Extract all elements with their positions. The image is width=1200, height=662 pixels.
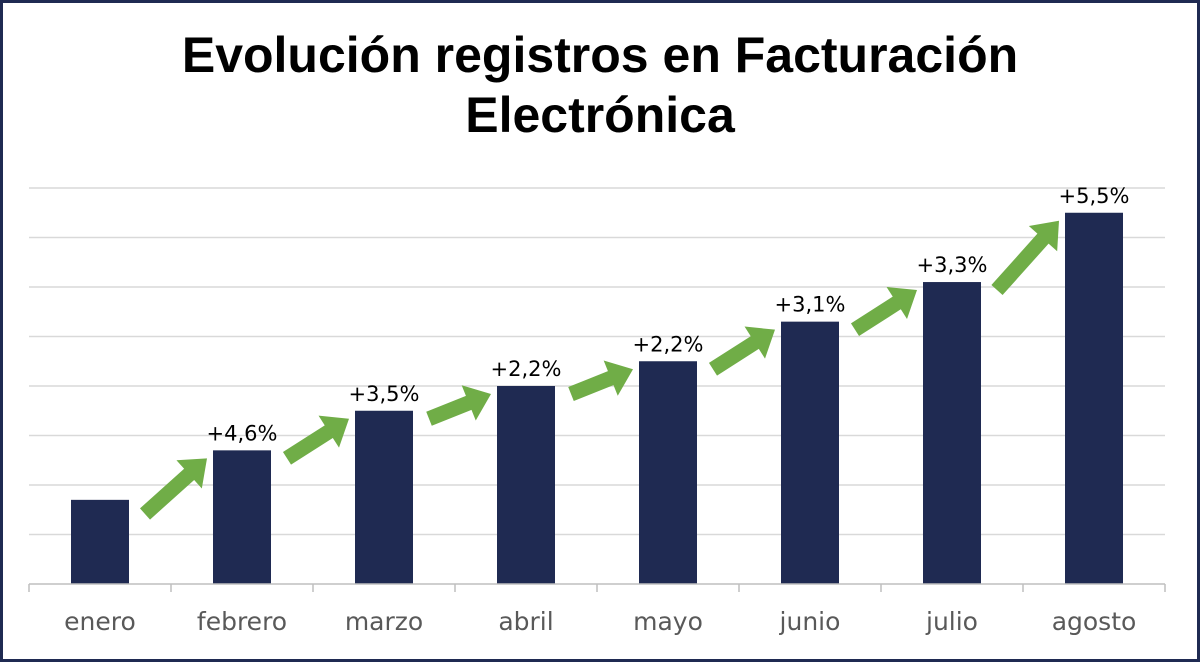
x-tick-label: julio	[925, 607, 978, 636]
data-labels: +4,6% +3,5% +2,2% +2,2% +3,1% +3,3% +5,5%	[207, 184, 1130, 446]
bar-marzo	[355, 410, 413, 584]
growth-arrow-shape	[568, 360, 634, 401]
growth-arrow	[139, 458, 208, 520]
x-tick-label: marzo	[345, 607, 423, 636]
growth-arrows	[139, 220, 1059, 520]
growth-arrow-shape	[282, 415, 349, 465]
data-label: +3,5%	[349, 382, 420, 406]
bar-febrero	[213, 450, 271, 584]
bar-enero	[71, 499, 129, 584]
growth-arrow-shape	[991, 220, 1059, 296]
x-tick-label: abril	[498, 607, 553, 636]
bar-julio	[923, 282, 981, 584]
chart-title: Evolución registros en Facturación Elect…	[181, 27, 1019, 143]
data-label: +2,2%	[633, 332, 704, 356]
data-label: +5,5%	[1059, 184, 1130, 208]
x-tick-label: agosto	[1052, 607, 1137, 636]
growth-arrow-shape	[139, 458, 208, 520]
data-label: +3,1%	[775, 293, 846, 317]
bar-abril	[497, 386, 555, 584]
growth-arrow	[282, 415, 349, 465]
growth-arrow	[850, 286, 917, 336]
x-axis: enero febrero marzo abril mayo junio julio agos…	[28, 583, 1166, 636]
growth-arrow-shape	[708, 326, 775, 376]
x-tick-label: enero	[64, 607, 136, 636]
bar-chart: +4,6% +3,5% +2,2% +2,2% +3,1% +3,3% +5,5% ener…	[28, 184, 1166, 636]
growth-arrow	[991, 220, 1059, 296]
bars	[71, 212, 1123, 584]
growth-arrow	[568, 360, 634, 401]
growth-arrow	[426, 385, 492, 426]
bar-mayo	[639, 361, 697, 584]
x-tick-label: mayo	[633, 607, 703, 636]
bar-agosto	[1065, 212, 1123, 584]
x-tick-label: febrero	[197, 607, 287, 636]
growth-arrow-shape	[426, 385, 492, 426]
data-label: +2,2%	[491, 357, 562, 381]
growth-arrow-shape	[850, 286, 917, 336]
data-label: +3,3%	[917, 253, 988, 277]
x-tick-label: junio	[779, 607, 841, 636]
bar-junio	[781, 321, 839, 584]
data-label: +4,6%	[207, 421, 278, 445]
growth-arrow	[708, 326, 775, 376]
